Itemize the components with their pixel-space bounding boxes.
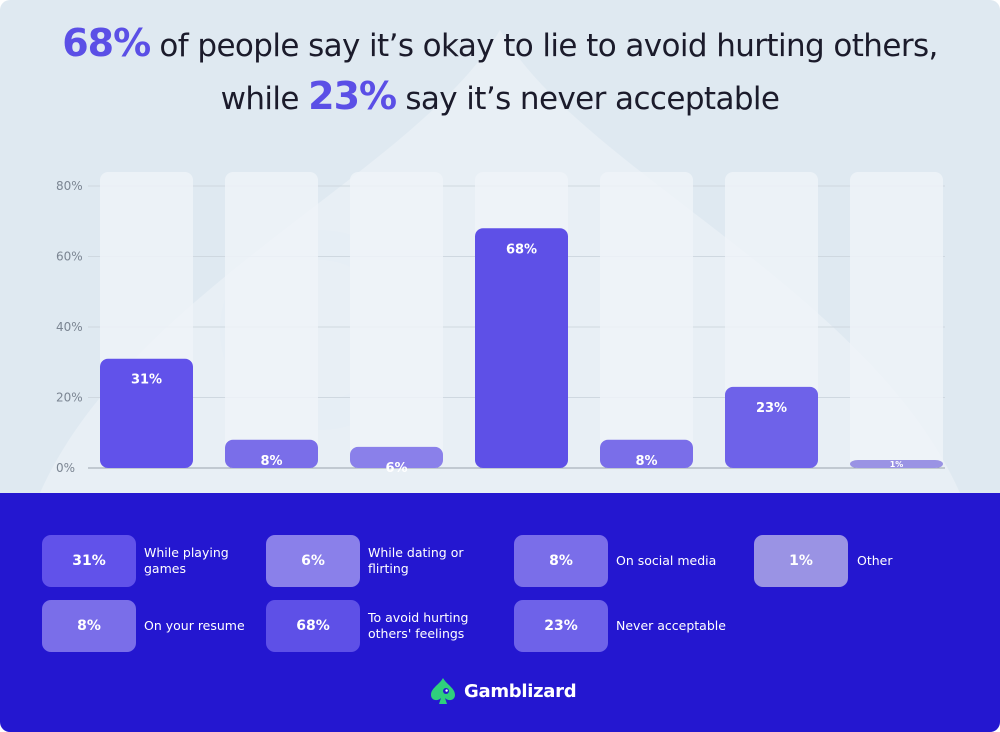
legend-label: While dating or flirting <box>368 545 464 576</box>
bar-data-label: 8% <box>635 454 657 469</box>
legend-label: Never acceptable <box>616 618 726 633</box>
headline-highlight-23: 23% <box>308 74 397 118</box>
legend-panel: 31% While playing games 6% While dating … <box>0 493 1000 732</box>
bar-chart: 0% 20% 40% 60% 80% 31% 8% 6% 68% 8% 23% 1% <box>56 172 945 476</box>
legend-label: Other <box>857 553 893 568</box>
legend-chip: 1% <box>754 535 848 587</box>
legend-label: On your resume <box>144 618 245 633</box>
bar-track <box>225 172 318 468</box>
legend-chip: 8% <box>42 600 136 652</box>
chart-panel: 68% of people say it’s okay to lie to av… <box>0 0 1000 493</box>
bar <box>725 386 818 468</box>
bar-data-label: 68% <box>506 242 537 257</box>
lizard-spade-icon <box>431 678 455 704</box>
bar-data-label: 31% <box>131 373 162 388</box>
bar <box>100 358 193 468</box>
y-tick-label: 60% <box>56 250 83 264</box>
headline-line-1: 68% of people say it’s okay to lie to av… <box>0 18 1000 71</box>
brand-logo: Gamblizard <box>428 676 577 706</box>
bar-track <box>850 172 943 468</box>
legend-chip: 6% <box>266 535 360 587</box>
y-tick-label: 80% <box>56 179 83 193</box>
headline: 68% of people say it’s okay to lie to av… <box>0 18 1000 124</box>
legend-chip: 8% <box>514 535 608 587</box>
headline-highlight-68: 68% <box>62 21 151 65</box>
headline-text-2-prefix: while <box>220 81 309 117</box>
y-tick-label: 0% <box>56 461 75 475</box>
bar-data-label: 6% <box>385 461 407 476</box>
legend-label: While playing games <box>144 545 229 576</box>
brand-name: Gamblizard <box>464 680 577 702</box>
bar-track <box>600 172 693 468</box>
legend-label: To avoid hurting others' feelings <box>368 610 469 641</box>
bar-data-label: 1% <box>890 460 904 469</box>
y-tick-label: 40% <box>56 320 83 334</box>
bar <box>850 460 943 468</box>
headline-text-2-suffix: say it’s never acceptable <box>396 81 780 117</box>
legend-chip: 31% <box>42 535 136 587</box>
legend-chip: 23% <box>514 600 608 652</box>
legend-chip: 68% <box>266 600 360 652</box>
legend-label: On social media <box>616 553 717 568</box>
bar-data-label: 23% <box>756 401 787 416</box>
headline-text-1: of people say it’s okay to lie to avoid … <box>150 28 938 64</box>
headline-line-2: while 23% say it’s never acceptable <box>0 71 1000 124</box>
bar <box>350 446 443 468</box>
bar-data-label: 8% <box>260 454 282 469</box>
y-tick-label: 20% <box>56 391 83 405</box>
bar <box>225 439 318 468</box>
bar-track <box>350 172 443 468</box>
bar <box>600 439 693 468</box>
bar <box>475 228 568 468</box>
